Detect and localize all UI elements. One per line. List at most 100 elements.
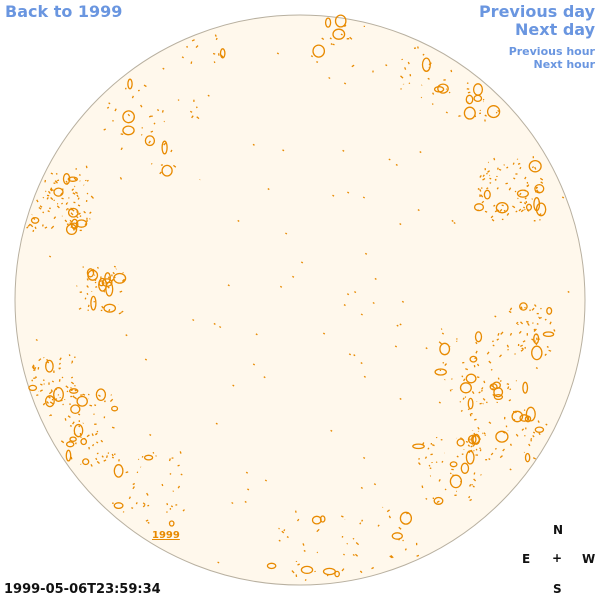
year-label[interactable]: 1999 (152, 530, 180, 541)
contour-mark (55, 398, 58, 401)
contour-mark (142, 502, 146, 506)
contour-mark (53, 216, 57, 220)
contour-mark (137, 458, 140, 461)
contour-mark (531, 166, 534, 169)
contour-mark (50, 197, 54, 201)
contour-mark (509, 307, 513, 311)
contour-mark (422, 53, 425, 56)
contour-mark (70, 208, 73, 211)
contour-mark (480, 194, 484, 198)
contour-mark (538, 338, 541, 340)
contour-mark (441, 332, 445, 335)
contour-mark (93, 413, 95, 415)
contour-mark (463, 106, 476, 120)
contour-mark (53, 387, 64, 402)
contour-mark (207, 94, 210, 97)
contour-mark (467, 91, 471, 94)
contour-mark (73, 423, 84, 438)
contour-mark (70, 456, 73, 460)
compass-east: E (522, 552, 531, 566)
contour-mark (56, 205, 60, 209)
contour-mark (108, 309, 111, 312)
next-hour-link[interactable]: Next hour (533, 58, 596, 71)
contour-mark (395, 163, 398, 166)
contour-mark (512, 162, 515, 165)
contour-mark (173, 164, 177, 168)
contour-mark (534, 166, 537, 170)
contour-mark (215, 37, 218, 41)
contour-mark (399, 511, 413, 525)
contour-mark (32, 364, 35, 367)
contour-mark (75, 389, 79, 392)
contour-mark (490, 368, 493, 371)
contour-mark (170, 149, 173, 153)
contour-mark (267, 188, 270, 191)
contour-mark (386, 509, 390, 513)
contour-mark (467, 444, 471, 447)
contour-mark (42, 379, 45, 382)
contour-mark (385, 64, 388, 67)
contour-mark (354, 553, 359, 557)
contour-mark (161, 164, 173, 177)
contour-mark (434, 368, 447, 376)
contour-mark (506, 344, 509, 348)
contour-mark (245, 471, 249, 474)
contour-mark (475, 350, 478, 354)
contour-mark (549, 321, 552, 325)
contour-mark (515, 210, 518, 213)
contour-mark (360, 486, 363, 489)
contour-mark (398, 526, 402, 530)
contour-mark (438, 478, 441, 482)
contour-mark (482, 177, 486, 181)
contour-mark (55, 388, 58, 391)
contour-mark (540, 181, 544, 184)
contour-mark (500, 331, 504, 335)
contour-mark (473, 472, 476, 475)
contour-mark (73, 227, 76, 230)
contour-mark (213, 322, 216, 325)
contour-mark (82, 393, 86, 396)
contour-mark (514, 353, 516, 355)
contour-mark (506, 166, 509, 169)
contour-mark (61, 376, 64, 379)
previous-hour-link[interactable]: Previous hour (508, 45, 595, 58)
contour-mark (524, 176, 527, 180)
contour-mark (161, 140, 168, 155)
contour-mark (32, 229, 35, 233)
previous-day-link[interactable]: Previous day (478, 2, 595, 21)
contour-mark (103, 400, 106, 403)
contour-mark (506, 383, 510, 386)
contour-mark (50, 172, 54, 175)
contour-mark (34, 226, 37, 230)
next-day-link[interactable]: Next day (515, 20, 595, 39)
contour-mark (112, 119, 114, 122)
contour-mark (41, 224, 44, 227)
contour-mark (152, 451, 155, 454)
contour-mark (69, 219, 73, 223)
contour-mark (64, 418, 67, 421)
contour-mark (508, 399, 512, 402)
contour-mark (363, 375, 366, 378)
contour-mark (538, 316, 542, 320)
contour-mark (118, 312, 122, 315)
back-to-year-link[interactable]: Back to 1999 (5, 2, 123, 21)
contour-mark (518, 208, 522, 212)
contour-mark (522, 340, 526, 343)
contour-mark (114, 108, 117, 112)
contour-mark (328, 76, 331, 80)
contour-mark (532, 322, 534, 324)
contour-mark (113, 502, 124, 510)
contour-mark (96, 266, 99, 269)
contour-mark (524, 208, 526, 211)
contour-mark (334, 570, 340, 578)
contour-mark (540, 307, 542, 310)
contour-mark (86, 292, 89, 295)
contour-mark (495, 111, 498, 114)
contour-mark (48, 255, 52, 258)
contour-mark (322, 332, 326, 335)
contour-mark (531, 338, 535, 341)
contour-mark (237, 219, 240, 222)
contour-mark (334, 14, 347, 28)
contour-mark (502, 448, 505, 452)
contour-mark (535, 367, 538, 370)
